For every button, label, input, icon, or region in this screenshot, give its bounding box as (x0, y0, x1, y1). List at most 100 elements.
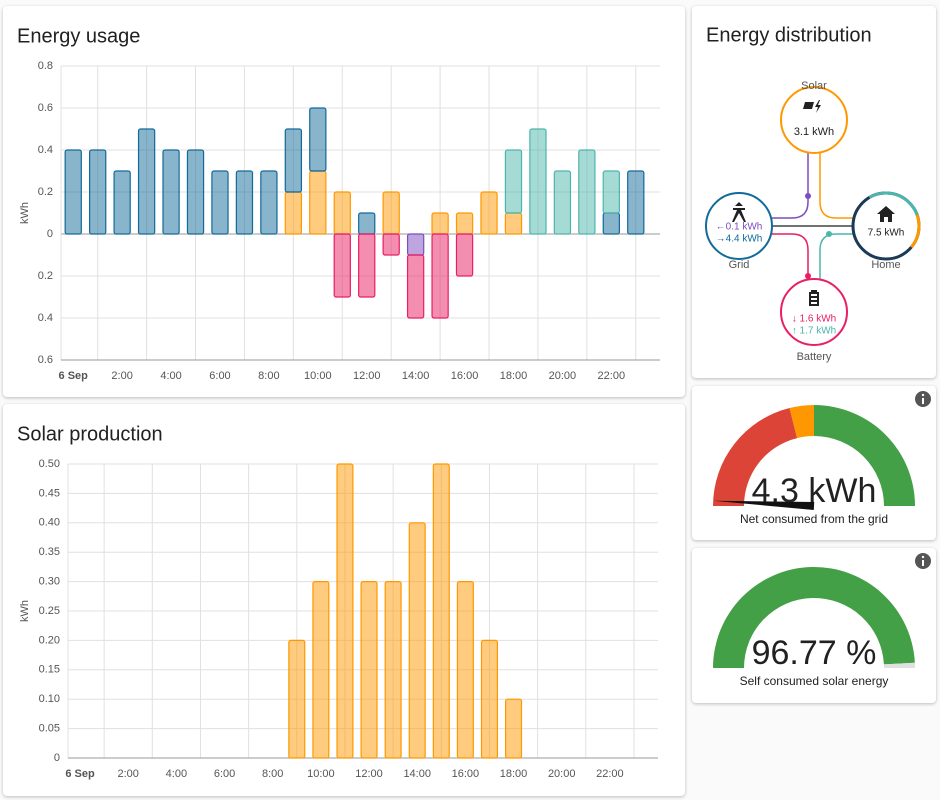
bar (406, 233, 425, 256)
node-value: 3.1 kWh (794, 126, 834, 138)
y-tick-label: 0.4 (38, 144, 53, 156)
gauge-segment (713, 567, 915, 668)
info-icon (921, 555, 925, 559)
bar (309, 170, 327, 235)
flow-dot (805, 273, 811, 279)
bar (186, 149, 205, 235)
x-tick-label: 2:00 (111, 370, 132, 382)
gauge-label: Net consumed from the grid (740, 512, 888, 526)
gauge-needle (713, 500, 815, 510)
bar (480, 639, 499, 759)
x-tick-label: 14:00 (402, 370, 430, 382)
energy-distribution-card: Energy distribution Solar 3.1 kWh ←0.1 (692, 6, 936, 378)
flow-dot (805, 193, 811, 199)
node-value: 7.5 kWh (868, 228, 905, 239)
card-title: Energy usage (17, 25, 140, 47)
bar (432, 463, 450, 759)
info-icon (922, 398, 924, 404)
node-value: ↑ 1.7 kWh (792, 326, 836, 337)
bar (408, 522, 426, 759)
gauge: 96.77 % Self consumed solar energy (713, 553, 931, 688)
card-title: Energy distribution (706, 24, 872, 46)
y-tick-label: 0.8 (38, 60, 53, 72)
x-tick-label: 8:00 (262, 768, 283, 780)
bar (288, 639, 306, 759)
solar-icon (803, 102, 814, 109)
x-tick-label: 6 Sep (59, 370, 89, 382)
card-title: Solar production (17, 423, 163, 445)
y-tick-label: 0.6 (38, 102, 53, 114)
icons (732, 100, 895, 306)
bar (162, 149, 180, 235)
bar (211, 170, 229, 235)
bar (260, 170, 278, 235)
solar-icon (815, 100, 821, 113)
y-tick-label: 0.50 (39, 458, 60, 470)
bar (309, 107, 327, 172)
gauge-segment (883, 662, 915, 668)
bar (360, 581, 378, 759)
y-tick-label: 0.2 (38, 270, 53, 282)
bar (235, 170, 254, 235)
bar (137, 128, 156, 235)
flow-line (772, 233, 809, 279)
y-tick-label: 0.35 (39, 546, 60, 558)
grid-node (705, 192, 773, 260)
bar (504, 212, 523, 235)
x-tick-label: 20:00 (549, 370, 577, 382)
home-ring (910, 214, 921, 249)
x-tick-label: 12:00 (355, 768, 383, 780)
x-tick-label: 18:00 (500, 370, 528, 382)
info-icon (922, 560, 924, 566)
bar (333, 233, 351, 298)
flow-dot (826, 231, 832, 237)
y-tick-label: 0 (54, 752, 60, 764)
bar (480, 191, 498, 235)
x-tick-label: 2:00 (117, 768, 138, 780)
bar (455, 212, 474, 235)
flows (772, 153, 853, 279)
bar (602, 212, 620, 235)
bar (284, 128, 303, 193)
y-tick-label: 0.05 (39, 723, 60, 735)
bar (358, 212, 376, 235)
x-tick-label: 6 Sep (65, 768, 95, 780)
energy-usage-chart: Energy usage 0.8 0.6 0.4 0.2 0 0.2 0.4 0.6 kWh 6 … (17, 25, 660, 382)
bar (406, 254, 425, 319)
x-tick-label: 22:00 (596, 768, 624, 780)
bar (602, 170, 620, 214)
bar (284, 191, 303, 235)
bar (578, 149, 596, 235)
bar (504, 698, 523, 759)
grid-icon (732, 202, 746, 222)
bar (89, 149, 107, 235)
bar (382, 191, 400, 235)
bar (336, 463, 354, 759)
x-tick-label: 4:00 (160, 370, 181, 382)
y-tick-label: 0.30 (39, 576, 60, 588)
x-tick-label: 6:00 (209, 370, 230, 382)
home-ring (868, 191, 919, 216)
bar (382, 233, 400, 256)
gauge-segment (789, 405, 814, 439)
bar (312, 581, 330, 759)
x-tick-label: 12:00 (353, 370, 381, 382)
y-axis-label: kWh (19, 202, 31, 224)
bar (384, 581, 402, 759)
x-tick-label: 4:00 (166, 768, 187, 780)
bar (358, 233, 376, 298)
node-value: →4.4 kWh (716, 234, 763, 245)
battery-icon (811, 296, 817, 302)
x-tick-label: 6:00 (214, 768, 235, 780)
y-tick-label: 0.25 (39, 605, 60, 617)
x-tick-label: 16:00 (451, 370, 479, 382)
x-tick-label: 10:00 (304, 370, 332, 382)
gauge-label: Self consumed solar energy (740, 674, 889, 688)
gauge-segment (814, 405, 915, 506)
info-icon (921, 393, 925, 397)
x-tick-label: 18:00 (500, 768, 528, 780)
node-value: ↓ 1.6 kWh (792, 314, 836, 325)
battery-node (780, 278, 848, 346)
y-tick-label: 0.2 (38, 186, 53, 198)
